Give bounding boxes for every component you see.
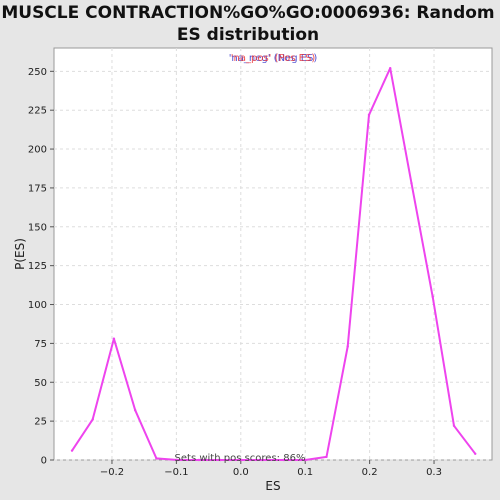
data-point <box>367 113 371 117</box>
y-tick-label: 225 <box>28 106 47 117</box>
y-axis-label: P(ES) <box>13 238 27 270</box>
chart-title-line2: ES distribution <box>177 25 319 45</box>
data-point <box>304 458 307 462</box>
data-point <box>325 455 328 459</box>
data-point <box>452 424 456 427</box>
x-tick-label: −0.2 <box>100 467 124 478</box>
legend: 'na_neg' (Neg ES) 'na_pos' (Pos ES) <box>229 53 318 64</box>
y-tick-label: 150 <box>28 222 47 233</box>
data-point <box>346 345 349 348</box>
y-tick-label: 250 <box>28 67 47 78</box>
x-tick-label: 0.0 <box>233 467 249 478</box>
data-point <box>389 67 392 70</box>
axes: 0 25 50 75 100 125 150 175 200 225 250 −0.2 −0.1 0.0 0… <box>28 67 442 478</box>
x-tick-label: 0.1 <box>297 467 313 478</box>
y-tick-label: 125 <box>28 261 47 272</box>
x-tick-label: −0.1 <box>164 467 188 478</box>
data-point <box>474 452 477 455</box>
plot-area <box>53 47 493 461</box>
series-layer <box>70 67 477 462</box>
data-point <box>410 182 413 185</box>
data-point <box>91 418 94 421</box>
y-tick-label: 100 <box>28 300 47 311</box>
data-point <box>282 458 286 462</box>
data-point <box>261 458 264 462</box>
y-tick-label: 25 <box>34 417 47 428</box>
y-tick-label: 50 <box>34 378 47 389</box>
data-point <box>176 458 179 462</box>
x-axis-label: ES <box>265 479 280 493</box>
legend-neg: 'na_neg' (Neg ES) <box>229 53 318 64</box>
series-line <box>71 67 477 461</box>
y-tick-label: 200 <box>28 145 47 156</box>
data-point <box>133 409 137 412</box>
pos-score-annotation: Sets with pos scores: 86% <box>175 453 306 464</box>
x-tick-label: 0.3 <box>426 467 442 478</box>
data-point <box>431 295 434 298</box>
data-point <box>218 458 222 462</box>
data-point <box>112 337 116 340</box>
chart-title-line1: MUSCLE CONTRACTION%GO%GO:0006936: Random <box>1 3 494 23</box>
data-point <box>197 458 201 462</box>
y-tick-label: 175 <box>28 183 47 194</box>
data-point <box>70 449 74 452</box>
y-tick-label: 0 <box>41 456 47 467</box>
legend-pos: 'na_pos' (Pos ES) <box>231 53 316 64</box>
grid <box>54 48 492 461</box>
data-point <box>155 457 158 460</box>
data-point <box>240 458 243 462</box>
x-tick-label: 0.2 <box>362 467 378 478</box>
y-tick-label: 75 <box>34 339 47 350</box>
